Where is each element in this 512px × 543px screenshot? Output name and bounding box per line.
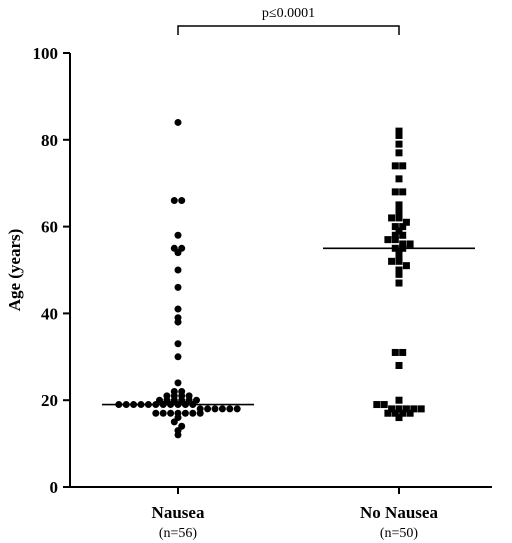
significance-bracket: p≤0.0001 xyxy=(177,6,400,35)
data-point-circle xyxy=(196,409,204,417)
data-point-circle xyxy=(159,409,167,417)
data-point-square xyxy=(402,405,410,413)
y-tick-label: 0 xyxy=(50,478,59,497)
data-point-circle xyxy=(174,231,182,239)
data-point-square xyxy=(391,162,399,170)
data-point-square xyxy=(384,409,392,417)
data-point-circle xyxy=(174,340,182,348)
data-point-square xyxy=(395,253,403,261)
data-point-square xyxy=(402,218,410,226)
data-point-square xyxy=(384,236,392,244)
data-point-square xyxy=(395,140,403,148)
data-point-square xyxy=(395,214,403,222)
data-point-square xyxy=(399,409,407,417)
data-point-circle xyxy=(174,305,182,313)
y-axis-label: Age (years) xyxy=(5,229,24,312)
data-point-circle xyxy=(174,318,182,326)
y-ticks: 0 20 40 60 80 100 xyxy=(33,44,70,497)
group-n-label: (n=56) xyxy=(159,526,198,541)
data-point-square xyxy=(391,409,399,417)
data-point-square xyxy=(395,127,403,135)
data-point-square xyxy=(395,405,403,413)
data-point-square xyxy=(402,262,410,270)
data-point-circle xyxy=(181,409,189,417)
data-point-square xyxy=(395,131,403,139)
data-point-square xyxy=(399,231,407,239)
data-point-square xyxy=(406,240,414,248)
data-point-square xyxy=(395,266,403,274)
data-point-square xyxy=(417,405,425,413)
data-point-circle xyxy=(170,418,178,426)
data-point-square xyxy=(373,401,381,409)
y-tick-label: 100 xyxy=(33,44,59,63)
data-point-circle xyxy=(211,405,219,413)
data-point-circle xyxy=(189,409,197,417)
y-tick-label: 80 xyxy=(41,131,58,150)
category-label: Nausea xyxy=(152,503,205,522)
data-point-square xyxy=(391,223,399,231)
data-point-square xyxy=(380,401,388,409)
data-point-circle xyxy=(174,266,182,274)
data-point-square xyxy=(395,175,403,183)
data-point-square xyxy=(395,257,403,265)
data-point-square xyxy=(395,149,403,157)
data-point-square xyxy=(395,249,403,257)
y-tick-label: 60 xyxy=(41,218,58,237)
data-point-square xyxy=(388,257,396,265)
data-point-circle xyxy=(178,197,186,205)
data-point-circle xyxy=(174,379,182,387)
data-point-square xyxy=(391,188,399,196)
data-point-circle xyxy=(174,431,182,439)
data-point-square xyxy=(399,240,407,248)
data-point-circle xyxy=(174,249,182,257)
data-point-circle xyxy=(204,405,212,413)
y-tick-label: 40 xyxy=(41,304,58,323)
data-point-circle xyxy=(226,405,234,413)
data-point-circle xyxy=(233,405,241,413)
data-point-square xyxy=(399,348,407,356)
significance-label: p≤0.0001 xyxy=(262,6,315,21)
data-point-square xyxy=(395,414,403,422)
data-point-circle xyxy=(218,405,226,413)
data-point-square xyxy=(388,214,396,222)
category-label: No Nausea xyxy=(360,503,438,522)
data-point-square xyxy=(395,201,403,209)
data-point-square xyxy=(388,405,396,413)
data-point-square xyxy=(391,348,399,356)
data-point-square xyxy=(395,205,403,213)
data-point-square xyxy=(406,409,414,417)
data-point-square xyxy=(395,361,403,369)
median-lines xyxy=(102,247,475,406)
data-point-circle xyxy=(167,409,175,417)
data-point-square xyxy=(395,210,403,218)
data-point-square xyxy=(391,231,399,239)
data-point-circle xyxy=(174,118,182,126)
axes xyxy=(69,53,492,488)
data-point-square xyxy=(410,405,418,413)
data-point-square xyxy=(395,396,403,404)
data-point-circle xyxy=(152,409,160,417)
data-point-circle xyxy=(170,197,178,205)
bracket-line xyxy=(177,25,400,35)
data-point-circle xyxy=(174,283,182,291)
y-tick-label: 20 xyxy=(41,391,58,410)
data-points xyxy=(115,118,425,439)
data-point-square xyxy=(395,279,403,287)
category-labels: Nausea (n=56) No Nausea (n=50) xyxy=(152,487,438,541)
data-point-circle xyxy=(174,353,182,361)
data-point-square xyxy=(399,223,407,231)
group-n-label: (n=50) xyxy=(380,526,419,541)
data-point-square xyxy=(399,188,407,196)
data-point-square xyxy=(395,270,403,278)
data-point-square xyxy=(391,236,399,244)
data-point-square xyxy=(399,162,407,170)
data-point-square xyxy=(395,227,403,235)
